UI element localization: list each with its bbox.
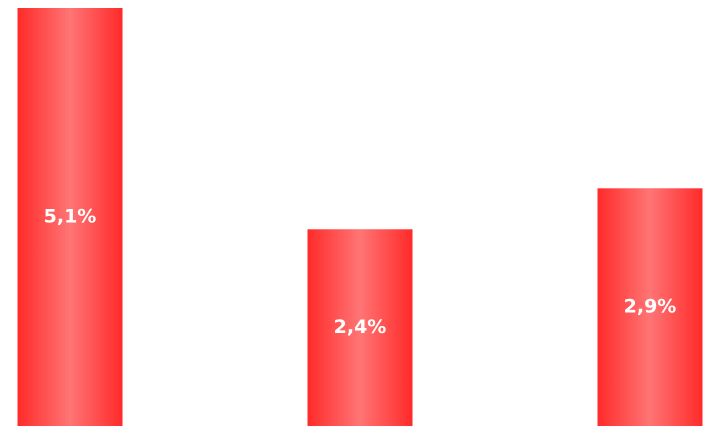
value-label: 5,1% <box>44 206 97 228</box>
bar-shine <box>17 8 123 426</box>
bar-shine <box>307 229 413 426</box>
bar-shine <box>597 188 703 426</box>
value-label: 2,4% <box>334 316 387 338</box>
value-label: 2,9% <box>624 296 677 318</box>
